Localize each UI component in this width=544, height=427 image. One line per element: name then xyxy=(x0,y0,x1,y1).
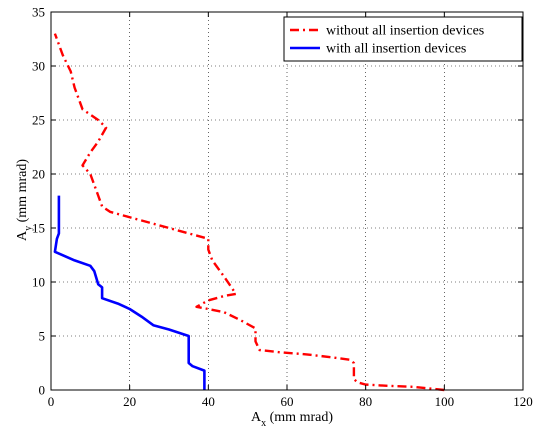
y-tick-label: 0 xyxy=(39,383,46,398)
y-tick-label: 30 xyxy=(32,59,45,74)
x-tick-label: 80 xyxy=(359,394,372,409)
series-line-without-insertion-devices xyxy=(53,33,445,392)
y-axis-label-units: (mm mrad) xyxy=(15,159,30,226)
x-axis-label-main: A xyxy=(251,410,262,425)
y-tick-label: 25 xyxy=(32,113,45,128)
x-tick-label: 100 xyxy=(435,394,455,409)
y-tick-label: 35 xyxy=(32,5,45,20)
x-tick-label: 40 xyxy=(202,394,215,409)
y-axis-label-subscript: y xyxy=(23,226,34,231)
x-tick-label: 120 xyxy=(513,394,533,409)
x-axis-label: Ax (mm mrad) xyxy=(251,410,333,427)
legend: without all insertion devices with all i… xyxy=(283,16,523,62)
y-tick-label: 15 xyxy=(32,221,45,236)
y-axis-label: Ay (mm mrad) xyxy=(15,159,34,241)
legend-box xyxy=(283,16,523,62)
series-lines xyxy=(53,33,445,392)
axis-ticks: 0 20 40 60 80 100 120 0 5 10 15 20 25 30 35 xyxy=(32,5,533,410)
y-axis-label-main: A xyxy=(15,230,30,241)
legend-entry-with-insertion-devices: with all insertion devices xyxy=(326,42,466,57)
y-tick-label: 20 xyxy=(32,167,45,182)
x-axis-label-subscript: x xyxy=(261,418,266,427)
x-axis-label-units: (mm mrad) xyxy=(266,410,333,425)
y-tick-label: 10 xyxy=(32,275,45,290)
legend-entry-without-insertion-devices: without all insertion devices xyxy=(326,24,484,39)
x-tick-label: 0 xyxy=(48,394,55,409)
y-tick-label: 5 xyxy=(39,329,46,344)
x-tick-label: 60 xyxy=(281,394,294,409)
grid-lines xyxy=(51,12,523,390)
x-tick-label: 20 xyxy=(123,394,136,409)
series-line-with-insertion-devices xyxy=(53,195,206,390)
